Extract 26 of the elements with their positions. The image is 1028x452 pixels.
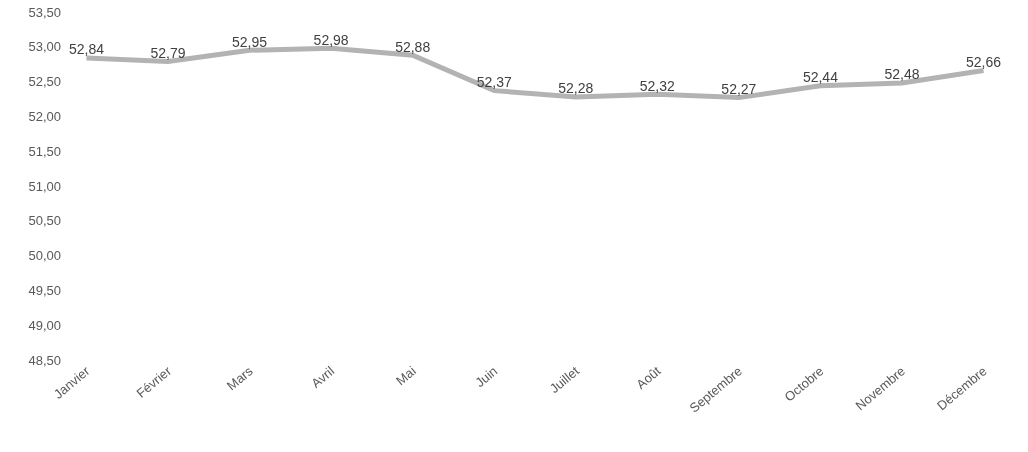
data-label: 52,27 xyxy=(721,81,757,98)
y-tick-label: 50,50 xyxy=(28,213,61,229)
y-tick-label: 48,50 xyxy=(28,352,61,368)
data-label: 52,79 xyxy=(150,44,186,61)
y-tick-label: 51,00 xyxy=(28,178,61,194)
y-tick-label: 50,00 xyxy=(28,248,61,264)
x-tick-label: Mai xyxy=(393,363,419,389)
data-label: 52,88 xyxy=(395,38,431,55)
y-tick-label: 53,50 xyxy=(28,4,61,20)
data-label: 52,28 xyxy=(558,80,594,97)
data-label: 52,98 xyxy=(313,31,349,48)
y-tick-label: 52,50 xyxy=(28,74,61,90)
data-label: 52,48 xyxy=(884,66,920,83)
y-tick-label: 52,00 xyxy=(28,108,61,124)
x-tick-label: Mars xyxy=(223,362,257,394)
data-label: 52,66 xyxy=(966,53,1002,70)
data-label: 52,37 xyxy=(476,74,512,91)
data-label: 52,32 xyxy=(639,77,676,94)
data-label: 52,44 xyxy=(802,69,839,86)
y-tick-label: 49,00 xyxy=(28,317,61,333)
data-label: 52,84 xyxy=(68,41,105,58)
x-tick-label: Juin xyxy=(472,363,501,391)
y-tick-label: 51,50 xyxy=(28,143,61,159)
data-label: 52,95 xyxy=(232,33,268,50)
y-tick-label: 49,50 xyxy=(28,282,61,298)
y-tick-label: 53,00 xyxy=(28,39,61,55)
